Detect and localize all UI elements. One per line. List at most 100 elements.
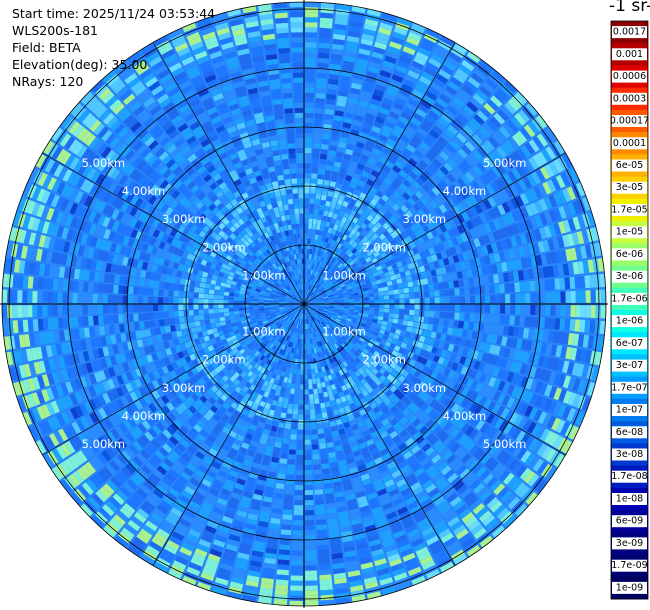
ray-gate [315,319,320,325]
ray-gate [456,395,465,405]
ray-gate [455,406,464,416]
ray-gate [258,592,273,600]
ray-gate [22,275,29,289]
ray-gate [72,292,78,304]
ray-gate [386,322,393,328]
ray-gate [351,423,359,431]
ray-gate [168,318,175,325]
ray-gate [304,339,306,345]
ray-gate [358,552,371,560]
ray-gate [548,371,557,384]
ray-gate [428,487,440,498]
ray-gate [520,339,528,351]
ray-gate [386,511,398,520]
ray-gate [321,327,327,333]
ray-gate [559,318,566,331]
ray-gate [501,394,511,406]
ray-gate [545,466,557,481]
ray-gate [385,548,399,558]
ray-gate [368,426,377,434]
ray-gate [374,308,380,312]
ray-gate [506,371,515,383]
ray-gate [276,574,289,581]
ray-gate [158,289,164,296]
ray-gate [411,575,426,586]
ray-gate [498,346,506,357]
ray-gate [343,310,349,314]
ray-gate [323,318,329,323]
ray-gate [356,542,369,550]
ray-gate [339,322,345,327]
ray-gate [238,297,244,301]
ray-gate [143,287,149,296]
ray-gate [328,522,339,530]
ray-gate [22,319,29,333]
ray-gate [326,369,331,376]
ray-gate [382,363,390,371]
ray-gate [320,589,334,596]
ray-gate [307,323,310,329]
ray-gate [148,304,154,312]
ray-gate [404,398,413,407]
ray-gate [243,307,249,311]
ray-gate [309,328,312,334]
ray-gate [397,506,409,516]
ray-gate [304,464,312,471]
ray-gate [336,334,342,340]
ray-gate [358,367,365,375]
ray-gate [423,317,430,324]
ray-gate [371,322,377,327]
ray-gate [342,355,349,361]
ray-gate [430,389,439,399]
ray-gate [328,357,334,364]
ray-gate [163,311,169,319]
ray-gate [309,312,313,317]
ray-gate [128,277,135,286]
ray-gate [92,282,99,293]
ray-gate [322,473,331,480]
ray-gate [344,306,350,309]
ray-gate [440,349,448,358]
ray-gate [449,457,460,468]
ray-gate [561,439,573,454]
ray-gate [449,414,459,424]
ray-gate [443,368,451,377]
ray-gate [508,348,516,360]
ray-gate [409,393,418,402]
ray-gate [331,350,337,357]
ray-gate [418,412,427,421]
ray-gate [118,323,125,333]
ray-gate [504,439,515,452]
ray-gate [354,486,364,494]
ray-gate [314,304,320,306]
ray-gate [328,310,334,314]
ray-gate [472,503,485,515]
ray-gate [548,400,558,414]
ray-gate [342,361,349,368]
ray-gate [320,599,335,606]
ray-gate [479,422,490,434]
ray-gate [481,410,491,422]
ray-gate [27,319,34,332]
ray-gate [342,400,349,408]
ray-gate [178,291,184,298]
ray-gate [326,336,331,342]
ray-gate [437,325,444,333]
ray-gate [341,343,347,349]
ray-gate [463,411,473,422]
ray-gate [536,461,549,475]
ray-gate [47,278,54,290]
ray-gate [310,328,314,334]
ray-gate [457,434,468,445]
ray-gate [333,307,339,310]
ray-gate [377,333,384,339]
ray-gate [331,314,337,319]
ray-gate [293,348,297,354]
ray-gate [313,305,319,307]
ray-gate [304,500,314,506]
ray-gate [102,294,108,304]
ray-gate [351,476,361,484]
ray-gate [323,483,333,490]
ray-gate [415,435,425,445]
ray-gate [320,402,326,409]
